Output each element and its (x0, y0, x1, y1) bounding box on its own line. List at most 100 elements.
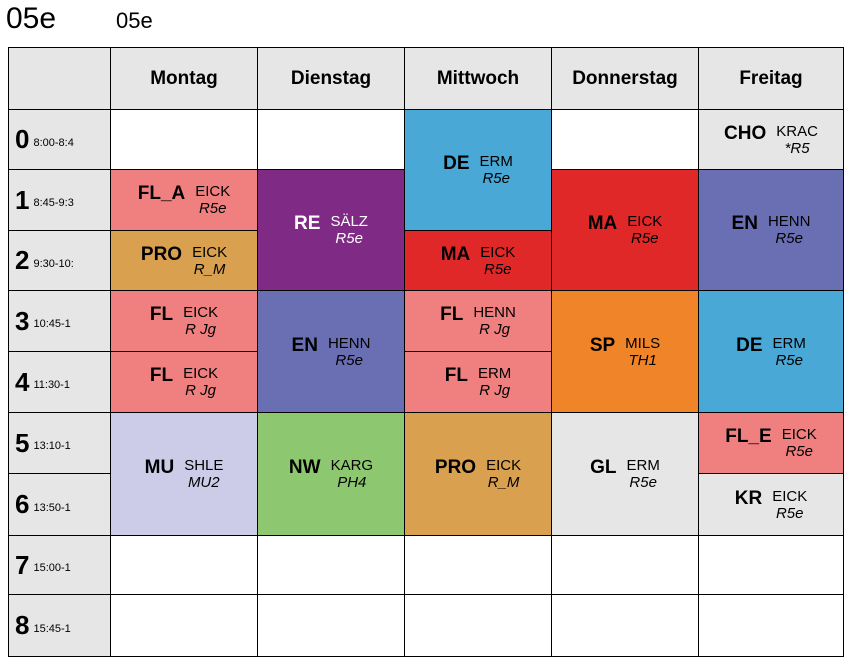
lesson-block[interactable]: PRO EICK R_M (404, 412, 552, 536)
lesson-meta: EICK R5e (195, 183, 230, 217)
lesson-room: R Jg (479, 321, 511, 338)
lesson-teacher: ERM (479, 153, 513, 170)
day-header: Freitag (698, 47, 844, 110)
lesson-content: SP MILS TH1 (590, 335, 660, 369)
lesson-meta: ERM R5e (773, 335, 806, 369)
lesson-block[interactable]: DE ERM R5e (698, 290, 844, 413)
lesson-content: MA EICK R5e (441, 244, 516, 278)
lesson-content: PRO EICK R_M (141, 244, 227, 278)
lesson-teacher: EICK (183, 365, 219, 382)
lesson-teacher: EICK (772, 487, 808, 505)
lesson-block[interactable]: FL_A EICK R5e (110, 169, 258, 231)
empty-slot[interactable] (257, 594, 405, 657)
lesson-room: R5e (629, 474, 657, 491)
lesson-content: FL EICK R Jg (150, 304, 218, 338)
lesson-block[interactable]: FL HENN R Jg (404, 290, 552, 352)
period-number: 1 (15, 184, 30, 215)
day-header-label: Donnerstag (572, 67, 678, 89)
period-header: 4 11:30-1 (8, 351, 111, 413)
lesson-room: R Jg (185, 321, 217, 338)
lesson-content: RE SÄLZ R5e (294, 213, 368, 247)
lesson-block[interactable]: MA EICK R5e (551, 169, 699, 291)
lesson-block[interactable]: RE SÄLZ R5e (257, 169, 405, 291)
lesson-meta: EICK R Jg (183, 304, 218, 338)
period-time: 10:45-1 (33, 318, 71, 330)
lesson-subject: CHO (724, 122, 767, 144)
lesson-room: R Jg (185, 382, 217, 399)
lesson-content: NW KARG PH4 (289, 457, 373, 491)
lesson-content: EN HENN R5e (732, 213, 811, 247)
period-time: 15:45-1 (33, 622, 71, 635)
period-time: 8:00-8:4 (33, 136, 74, 149)
lesson-room: R Jg (479, 382, 511, 399)
period-header: 0 8:00-8:4 (8, 109, 111, 170)
lesson-room: R5e (775, 351, 803, 369)
empty-slot[interactable] (110, 535, 258, 595)
lesson-block[interactable]: FL EICK R Jg (110, 290, 258, 352)
lesson-block[interactable]: EN HENN R5e (257, 290, 405, 413)
lesson-content: MU SHLE MU2 (145, 457, 224, 491)
lesson-content: FL ERM R Jg (445, 365, 512, 399)
lesson-block[interactable]: FL_E EICK R5e (698, 412, 844, 474)
lesson-meta: ERM R Jg (478, 365, 511, 399)
lesson-subject: PRO (434, 457, 477, 478)
lesson-content: FL EICK R Jg (150, 365, 218, 399)
lesson-content: CHO KRAC *R5 (724, 123, 818, 157)
period-number: 0 (15, 124, 30, 154)
lesson-meta: HENN R5e (328, 335, 371, 369)
lesson-subject: MU (144, 457, 175, 478)
lesson-subject: PRO (140, 243, 183, 265)
empty-slot[interactable] (110, 109, 258, 170)
lesson-subject: FL (149, 304, 174, 325)
lesson-room: R5e (775, 230, 803, 247)
lesson-block[interactable]: MA EICK R5e (404, 230, 552, 291)
empty-slot[interactable] (404, 535, 552, 595)
lesson-teacher: ERM (772, 334, 806, 352)
empty-slot[interactable] (110, 594, 258, 657)
lesson-block[interactable]: PRO EICK R_M (110, 230, 258, 291)
empty-slot[interactable] (257, 535, 405, 595)
lesson-block[interactable]: GL ERM R5e (551, 412, 699, 536)
period-time: 15:00-1 (33, 562, 71, 574)
lesson-room: R5e (484, 260, 512, 278)
lesson-block[interactable]: KR EICK R5e (698, 473, 844, 536)
empty-slot[interactable] (551, 594, 699, 657)
lesson-room: R5e (198, 200, 227, 217)
lesson-room: R_M (487, 474, 520, 491)
lesson-room: R5e (335, 351, 363, 369)
lesson-content: FL_A EICK R5e (138, 183, 231, 217)
lesson-meta: KARG PH4 (331, 457, 374, 491)
day-header-label: Freitag (739, 67, 803, 89)
lesson-block[interactable]: MU SHLE MU2 (110, 412, 258, 536)
lesson-subject: RE (294, 213, 321, 234)
lesson-subject: NW (288, 457, 321, 478)
empty-slot[interactable] (404, 594, 552, 657)
period-time: 11:30-1 (33, 379, 70, 391)
lesson-block[interactable]: SP MILS TH1 (551, 290, 699, 413)
lesson-block[interactable]: DE ERM R5e (404, 109, 552, 231)
empty-slot[interactable] (698, 535, 844, 595)
lesson-content: DE ERM R5e (443, 153, 513, 187)
empty-slot[interactable] (257, 109, 405, 170)
empty-slot[interactable] (698, 594, 844, 657)
lesson-block[interactable]: EN HENN R5e (698, 169, 844, 291)
period-header: 3 10:45-1 (8, 290, 111, 352)
lesson-content: EN HENN R5e (292, 335, 371, 369)
lesson-subject: MA (440, 243, 471, 265)
lesson-room: R5e (631, 230, 659, 247)
lesson-subject: DE (736, 334, 763, 356)
lesson-block[interactable]: CHO KRAC *R5 (698, 109, 844, 170)
lesson-teacher: EICK (183, 304, 219, 321)
class-subtitle: 05e (116, 8, 153, 33)
empty-slot[interactable] (551, 535, 699, 595)
empty-slot[interactable] (551, 109, 699, 170)
lesson-teacher: HENN (327, 334, 371, 352)
day-header: Montag (110, 47, 258, 110)
lesson-room: *R5 (784, 139, 810, 157)
lesson-block[interactable]: FL EICK R Jg (110, 351, 258, 413)
lesson-block[interactable]: FL ERM R Jg (404, 351, 552, 413)
period-header: 1 8:45-9:3 (8, 169, 111, 231)
lesson-block[interactable]: NW KARG PH4 (257, 412, 405, 536)
lesson-subject: GL (590, 457, 617, 478)
lesson-room: PH4 (337, 474, 367, 491)
